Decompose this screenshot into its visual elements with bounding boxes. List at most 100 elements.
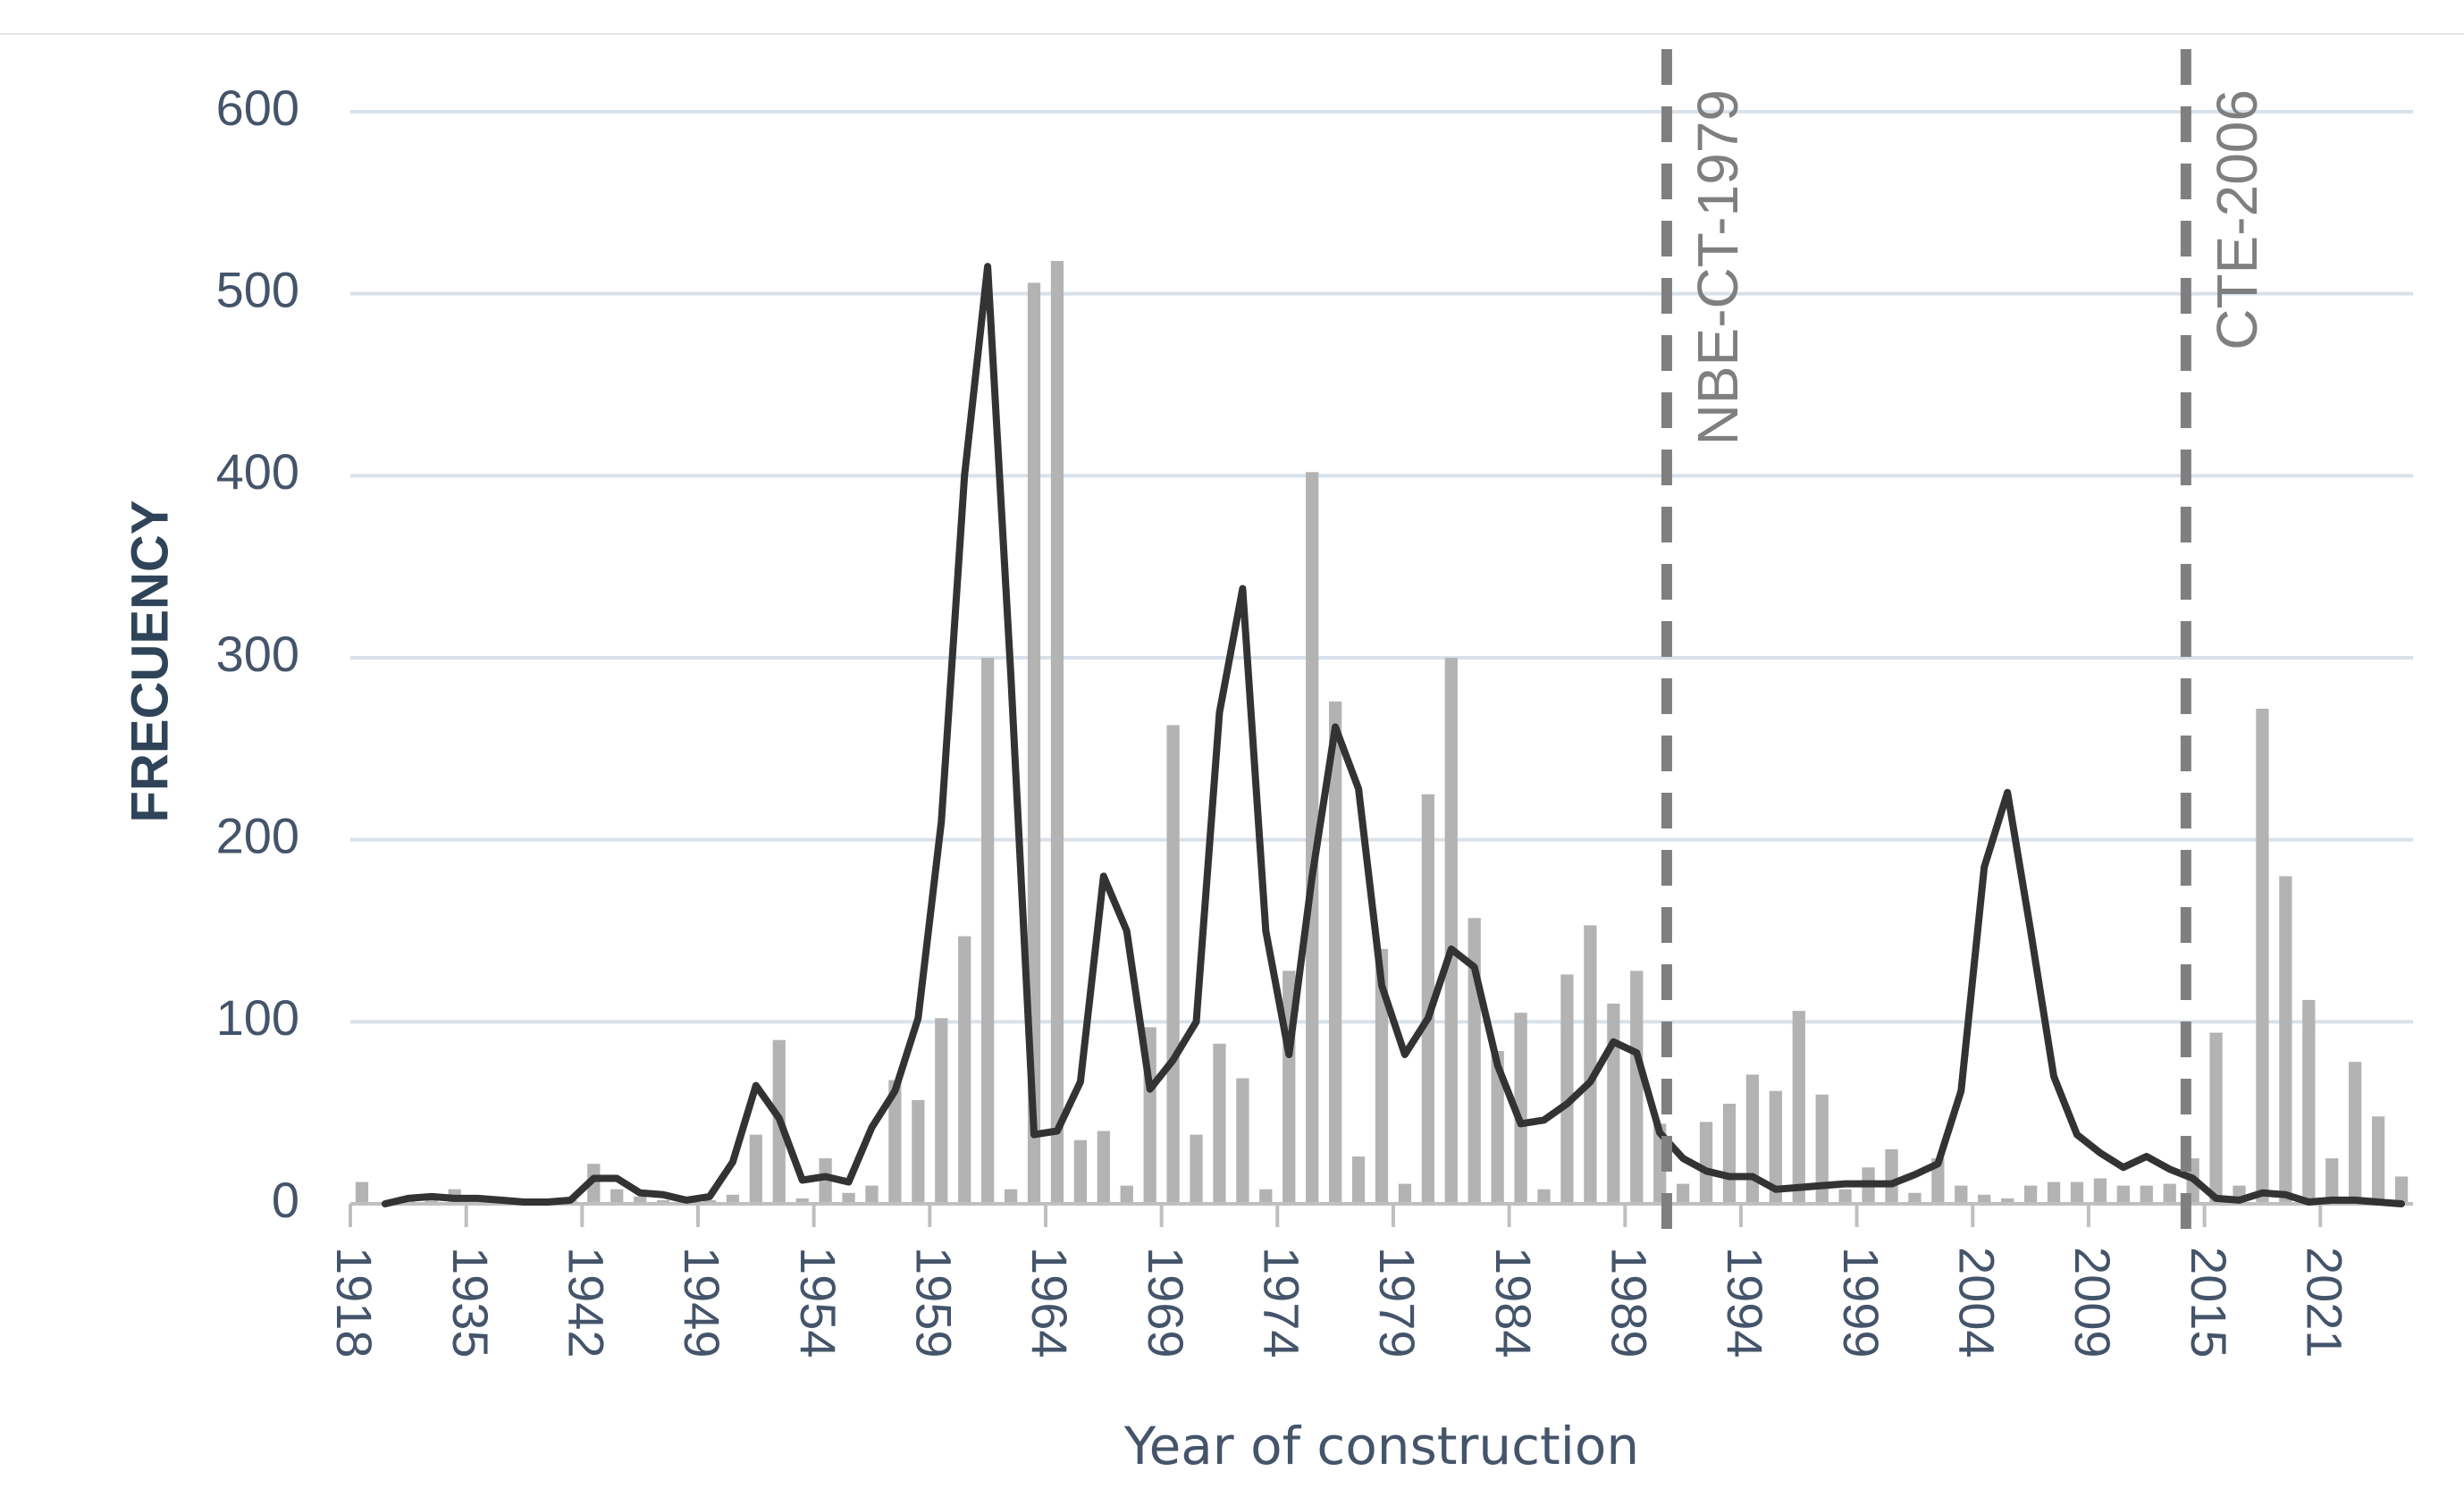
bar bbox=[2116, 1185, 2130, 1204]
x-tick-labels: 1918 1935 1942 1949 1954 1959 1964 1969 1974 1979… bbox=[326, 1247, 2352, 1358]
reference-line-label: CTE-2006 bbox=[2205, 89, 2269, 350]
bar bbox=[2325, 1158, 2339, 1204]
bar bbox=[2047, 1181, 2061, 1204]
bar bbox=[1769, 1090, 1782, 1204]
x-tick-label: 2021 bbox=[2296, 1247, 2352, 1358]
bar bbox=[749, 1134, 762, 1204]
y-tick-label: 500 bbox=[216, 261, 299, 317]
y-tick-label: 300 bbox=[216, 626, 299, 682]
y-tick-label: 400 bbox=[216, 443, 299, 500]
bar bbox=[1027, 282, 1041, 1204]
x-tick-label: 1954 bbox=[790, 1247, 846, 1358]
bar bbox=[1885, 1148, 1898, 1204]
x-tick-label: 2015 bbox=[2181, 1247, 2237, 1358]
bar bbox=[634, 1196, 647, 1204]
y-tick-labels: 0 100 200 300 400 500 600 bbox=[216, 80, 299, 1228]
bar bbox=[1421, 794, 1434, 1204]
x-tick-label: 1994 bbox=[1717, 1247, 1773, 1358]
bar bbox=[842, 1192, 855, 1204]
bar bbox=[1213, 1043, 1226, 1204]
x-tick-label: 1918 bbox=[326, 1247, 383, 1358]
bar bbox=[2302, 999, 2316, 1204]
x-tick-label: 1979 bbox=[1369, 1247, 1425, 1358]
bar bbox=[2349, 1062, 2362, 1204]
bar bbox=[1004, 1189, 1018, 1204]
bar bbox=[2256, 709, 2269, 1204]
bar bbox=[2023, 1185, 2038, 1204]
x-tick-label: 2009 bbox=[2065, 1247, 2121, 1358]
x-tick-label: 2004 bbox=[1948, 1247, 2005, 1358]
bar bbox=[1329, 701, 1342, 1204]
y-tick-label: 0 bbox=[272, 1172, 299, 1228]
x-tick-label: 1949 bbox=[674, 1247, 730, 1358]
bar bbox=[1699, 1122, 1713, 1204]
x-tick-label: 1942 bbox=[559, 1247, 615, 1358]
bar bbox=[1630, 971, 1644, 1204]
bar bbox=[1745, 1074, 1760, 1204]
bar bbox=[1908, 1192, 1922, 1204]
x-tick-label: 1989 bbox=[1601, 1247, 1657, 1358]
bar bbox=[2371, 1116, 2385, 1204]
trend-line bbox=[381, 263, 2405, 1207]
bar bbox=[1792, 1011, 1805, 1204]
x-tick-label: 1935 bbox=[442, 1247, 499, 1358]
bar bbox=[1306, 472, 1319, 1204]
y-axis-label: FRECUENCY bbox=[121, 500, 179, 823]
bar bbox=[610, 1189, 624, 1204]
bar bbox=[726, 1194, 740, 1204]
bar bbox=[2279, 876, 2292, 1204]
gridlines bbox=[350, 110, 2413, 1024]
x-tick-label: 1974 bbox=[1254, 1247, 1310, 1358]
bar bbox=[1097, 1131, 1110, 1204]
x-tick-label: 1969 bbox=[1138, 1247, 1194, 1358]
y-tick-label: 100 bbox=[216, 989, 299, 1046]
bar bbox=[1050, 261, 1064, 1205]
bar bbox=[1838, 1189, 1852, 1204]
bar bbox=[1722, 1103, 1737, 1204]
bar bbox=[958, 936, 971, 1204]
bar bbox=[1560, 974, 1574, 1204]
bar bbox=[1398, 1183, 1412, 1204]
x-tick-label: 1964 bbox=[1022, 1247, 1078, 1358]
bar bbox=[888, 1080, 902, 1204]
x-tick-label: 1984 bbox=[1485, 1247, 1542, 1358]
x-axis bbox=[349, 1202, 2413, 1227]
bar bbox=[2163, 1183, 2176, 1204]
bar bbox=[1931, 1158, 1945, 1204]
bar bbox=[1351, 1156, 1366, 1204]
bar bbox=[2093, 1178, 2107, 1204]
bar bbox=[1584, 925, 1597, 1204]
bar bbox=[1676, 1183, 1690, 1204]
bar bbox=[2001, 1198, 2014, 1204]
bar bbox=[1073, 1139, 1088, 1204]
bar bbox=[1491, 1050, 1504, 1204]
bar bbox=[1375, 948, 1389, 1204]
bar bbox=[2140, 1185, 2153, 1204]
bar bbox=[981, 658, 995, 1204]
bar bbox=[702, 1199, 717, 1204]
reference-line-label: NBE-CT-1979 bbox=[1686, 89, 1750, 445]
bar bbox=[1955, 1185, 1968, 1204]
bar bbox=[1259, 1189, 1273, 1204]
bar bbox=[425, 1199, 438, 1204]
bar bbox=[795, 1198, 809, 1204]
bar-series bbox=[355, 261, 2409, 1205]
bar bbox=[819, 1158, 832, 1204]
reference-lines: NBE-CT-1979 CTE-2006 bbox=[1661, 49, 2269, 1247]
bar bbox=[865, 1185, 879, 1204]
bar bbox=[1166, 725, 1180, 1204]
bar bbox=[912, 1099, 925, 1204]
bar bbox=[1236, 1078, 1249, 1204]
bar bbox=[1978, 1194, 1991, 1204]
x-axis-label: Year of construction bbox=[1123, 1416, 1639, 1476]
bar bbox=[1537, 1189, 1551, 1204]
bar bbox=[1815, 1094, 1829, 1204]
bar bbox=[2209, 1032, 2223, 1204]
bar bbox=[355, 1181, 369, 1204]
y-tick-label: 200 bbox=[216, 807, 299, 863]
bar bbox=[656, 1199, 670, 1204]
x-tick-label: 1999 bbox=[1833, 1247, 1889, 1358]
bar bbox=[1607, 1003, 1620, 1204]
bar bbox=[587, 1164, 601, 1204]
